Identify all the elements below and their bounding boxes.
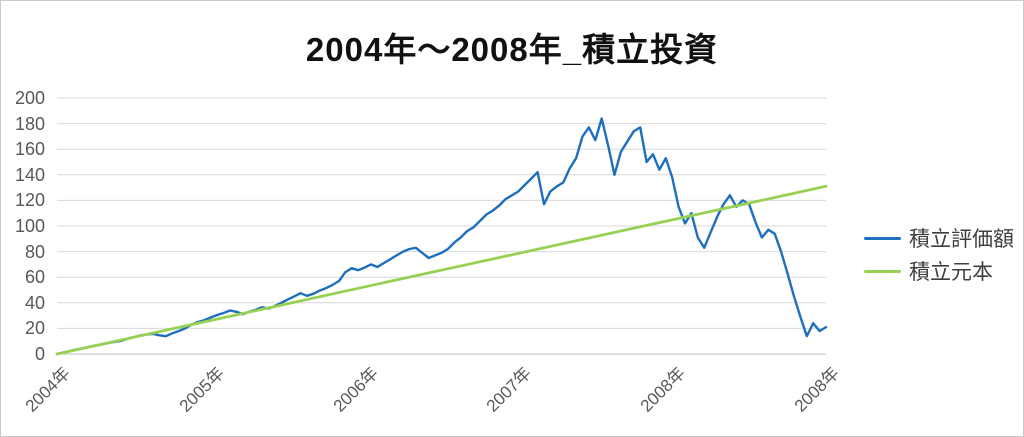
series-line-valuation (55, 117, 828, 356)
series-line-principal (55, 184, 828, 356)
legend-line-swatch-blue (864, 236, 901, 240)
legend-label-valuation: 積立評価額 (909, 228, 1014, 251)
legend: 積立評価額 積立元本 (864, 227, 1014, 293)
chart-title: 2004年～2008年_積立投資 (305, 31, 719, 68)
legend-item-principal: 積立元本 (864, 260, 1014, 284)
legend-item-valuation: 積立評価額 (864, 227, 1014, 251)
legend-line-swatch-green (864, 269, 901, 273)
legend-label-principal: 積立元本 (909, 261, 993, 284)
